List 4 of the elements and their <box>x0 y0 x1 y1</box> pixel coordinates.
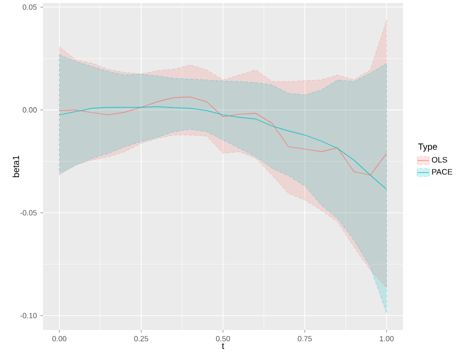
legend-title: Type <box>418 144 438 152</box>
line-series <box>59 96 387 176</box>
y-axis-title: beta1 <box>12 156 20 178</box>
x-axis-title: t <box>222 343 224 350</box>
